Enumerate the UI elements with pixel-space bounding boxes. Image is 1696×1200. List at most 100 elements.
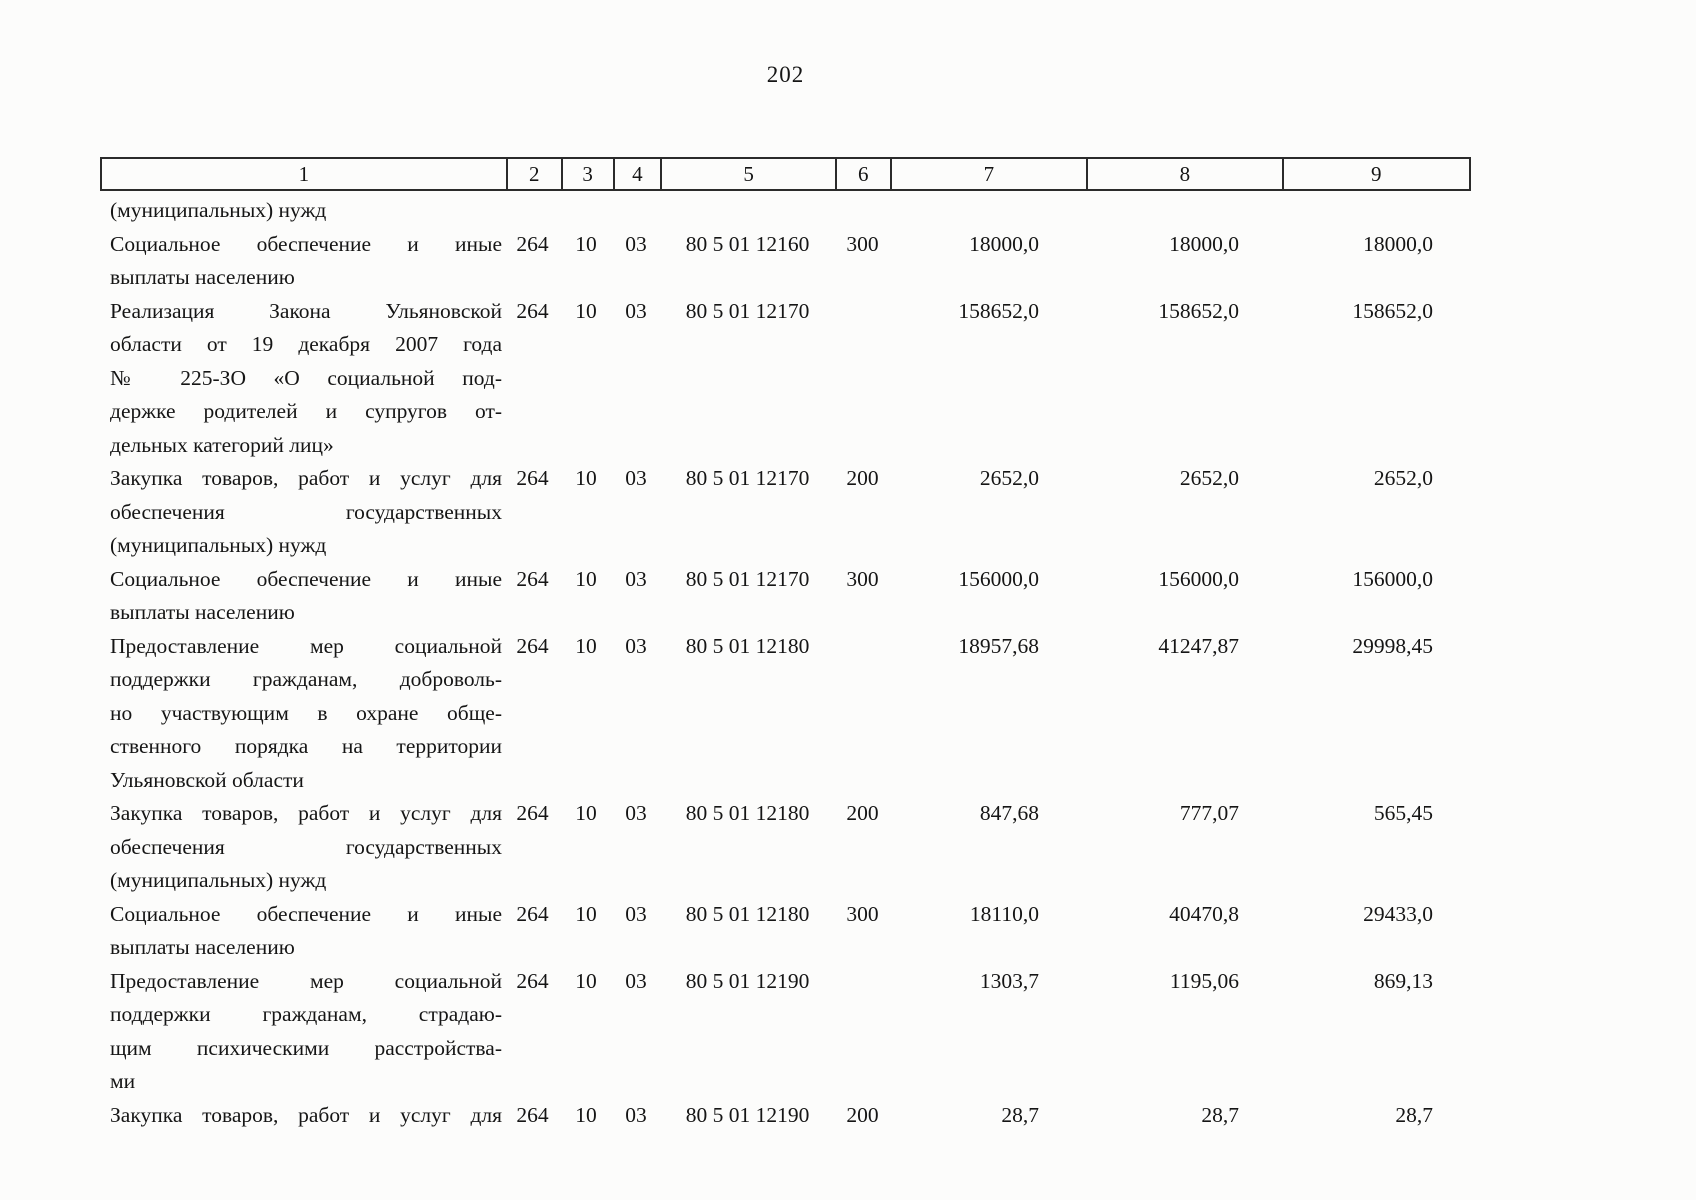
cell-c2: 264 xyxy=(516,968,549,993)
cell-c9: 29998,45 xyxy=(1352,633,1433,658)
header-cell-9: 9 xyxy=(1281,159,1469,189)
cell-c6: 200 xyxy=(846,801,879,825)
row-description: (муниципальных) нужд xyxy=(100,194,505,228)
header-cell-5: 5 xyxy=(660,159,834,189)
description-line: поддержки гражданам, страдаю- xyxy=(110,1002,502,1026)
cell-c3: 10 xyxy=(575,466,597,490)
description-line: обеспечения государственных xyxy=(110,834,502,859)
description-line: Социальное обеспечение и иные xyxy=(110,566,502,591)
cell-c4: 03 xyxy=(625,968,647,993)
cell-c4: 03 xyxy=(625,566,647,591)
cell-c6: 200 xyxy=(846,1102,879,1127)
description-line: выплаты населению xyxy=(110,935,295,959)
cell-c6: 300 xyxy=(846,901,879,926)
cell-c9: 565,45 xyxy=(1373,801,1433,825)
description-line: Социальное обеспечение и иные xyxy=(110,231,502,256)
description-line: Закупка товаров, работ и услуг для xyxy=(110,1102,502,1127)
table-body: (муниципальных) нужд Социальное обеспечен… xyxy=(100,194,1471,1132)
table-row: Предоставление мер социальной поддержки г… xyxy=(100,630,1471,798)
cell-c3: 10 xyxy=(575,566,597,591)
header-cell-3: 3 xyxy=(560,159,613,189)
description-line: № 225-ЗО «О социальной под- xyxy=(110,365,502,390)
cell-c9: 158652,0 xyxy=(1352,298,1433,323)
cell-c4: 03 xyxy=(625,298,647,323)
table-row: Реализация Закона Ульяновской области от … xyxy=(100,295,1471,463)
description-line: Предоставление мер социальной xyxy=(110,633,502,658)
cell-c7: 18957,68 xyxy=(958,633,1039,658)
table-header-row: 1 2 3 4 5 6 7 8 9 xyxy=(100,157,1471,191)
budget-table: 1 2 3 4 5 6 7 8 9 (муниципальных) нужд Со… xyxy=(100,157,1471,1132)
cell-c8: 18000,0 xyxy=(1169,231,1239,256)
cell-c9: 18000,0 xyxy=(1363,231,1433,256)
cell-c4: 03 xyxy=(625,231,647,256)
description-line: щим психическими расстройства- xyxy=(110,1035,502,1060)
cell-c7: 1303,7 xyxy=(979,968,1039,993)
cell-c9: 2652,0 xyxy=(1373,466,1433,490)
cell-c4: 03 xyxy=(625,901,647,926)
page-number: 202 xyxy=(766,62,805,87)
row-description: Предоставление мер социальной поддержки г… xyxy=(100,630,505,798)
table-row: Социальное обеспечение и иные выплаты нас… xyxy=(100,563,1471,630)
cell-c3: 10 xyxy=(575,298,597,323)
row-description: Социальное обеспечение и иные выплаты нас… xyxy=(100,898,505,965)
table-row: Закупка товаров, работ и услуг для обеспе… xyxy=(100,462,1471,563)
description-line: выплаты населению xyxy=(110,600,295,624)
description-line: но участвующим в охране обще- xyxy=(110,700,502,725)
cell-c7: 2652,0 xyxy=(979,466,1039,490)
cell-c4: 03 xyxy=(625,801,647,825)
header-cell-1: 1 xyxy=(298,161,310,186)
cell-c8: 1195,06 xyxy=(1169,968,1239,993)
cell-c5: 80 5 01 12160 xyxy=(685,231,810,256)
cell-c8: 40470,8 xyxy=(1169,901,1239,926)
description-line: держке родителей и супругов от- xyxy=(110,399,502,423)
cell-c6: 300 xyxy=(846,566,879,591)
cell-c6: 200 xyxy=(846,466,879,490)
description-line: (муниципальных) нужд xyxy=(110,198,327,222)
cell-c5: 80 5 01 12170 xyxy=(685,298,810,323)
cell-c7: 847,68 xyxy=(979,801,1039,825)
cell-c2: 264 xyxy=(516,298,549,323)
cell-c2: 264 xyxy=(516,566,549,591)
description-line: Закупка товаров, работ и услуг для xyxy=(110,801,502,825)
header-cell-7: 7 xyxy=(889,159,1086,189)
cell-c4: 03 xyxy=(625,466,647,490)
cell-c8: 156000,0 xyxy=(1158,566,1239,591)
cell-c3: 10 xyxy=(575,801,597,825)
row-description: Предоставление мер социальной поддержки г… xyxy=(100,965,505,1099)
cell-c6: 300 xyxy=(846,231,879,256)
cell-c8: 28,7 xyxy=(1201,1102,1239,1127)
description-line: ми xyxy=(110,1069,136,1093)
cell-c5: 80 5 01 12190 xyxy=(685,968,810,993)
cell-c5: 80 5 01 12190 xyxy=(685,1102,810,1127)
cell-c3: 10 xyxy=(575,1102,597,1127)
description-line: (муниципальных) нужд xyxy=(110,868,327,892)
cell-c7: 28,7 xyxy=(1001,1102,1039,1127)
cell-c2: 264 xyxy=(516,901,549,926)
cell-c9: 869,13 xyxy=(1373,968,1433,993)
cell-c3: 10 xyxy=(575,231,597,256)
table-row: Закупка товаров, работ и услуг для обеспе… xyxy=(100,797,1471,898)
cell-c9: 29433,0 xyxy=(1363,901,1433,926)
description-line: поддержки гражданам, доброволь- xyxy=(110,667,502,691)
cell-c2: 264 xyxy=(516,231,549,256)
description-line: Предоставление мер социальной xyxy=(110,968,502,993)
cell-c2: 264 xyxy=(516,1102,549,1127)
cell-c7: 18110,0 xyxy=(969,901,1039,926)
cell-c8: 158652,0 xyxy=(1158,298,1239,323)
description-line: ственного порядка на территории xyxy=(110,734,502,758)
cell-c4: 03 xyxy=(625,1102,647,1127)
description-line: дельных категорий лиц» xyxy=(110,432,334,457)
description-line: Закупка товаров, работ и услуг для xyxy=(110,466,502,490)
table-row: (муниципальных) нужд xyxy=(100,194,1471,228)
cell-c3: 10 xyxy=(575,633,597,658)
row-description: Социальное обеспечение и иные выплаты нас… xyxy=(100,563,505,630)
cell-c4: 03 xyxy=(625,633,647,658)
description-line: области от 19 декабря 2007 года xyxy=(110,332,502,356)
cell-c3: 10 xyxy=(575,968,597,993)
table-row: Предоставление мер социальной поддержки г… xyxy=(100,965,1471,1099)
cell-c8: 41247,87 xyxy=(1158,633,1239,658)
description-line: Социальное обеспечение и иные xyxy=(110,901,502,926)
description-line: (муниципальных) нужд xyxy=(110,533,327,557)
description-line: Ульяновской области xyxy=(110,767,304,792)
